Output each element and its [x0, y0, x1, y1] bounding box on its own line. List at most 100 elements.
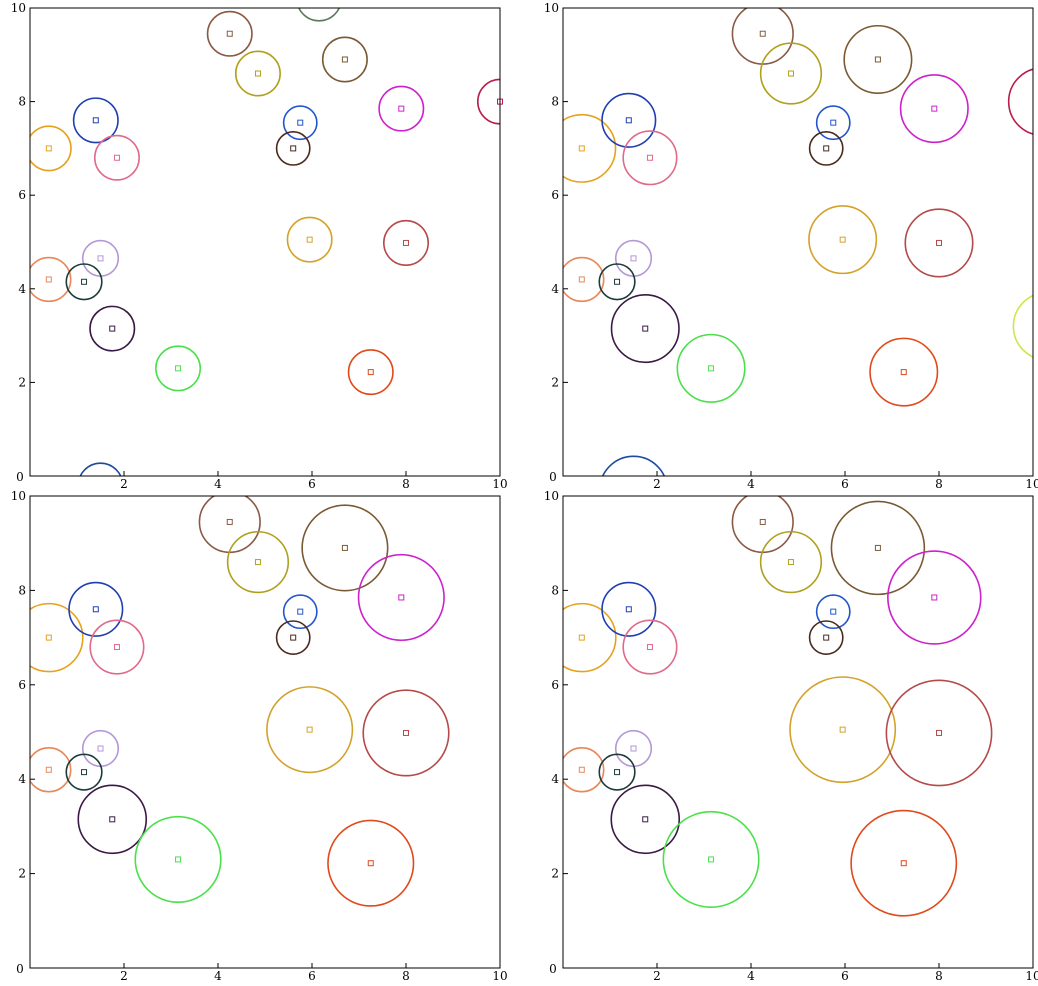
x-tick-label: 2 — [120, 477, 128, 491]
y-tick-label: 2 — [551, 375, 559, 389]
cell-boundary — [65, 263, 103, 301]
y-tick-label: 6 — [18, 188, 26, 202]
seed-point — [254, 70, 261, 77]
cell-boundary — [731, 496, 794, 554]
origin-label: 0 — [16, 470, 24, 484]
cell-boundary — [808, 620, 844, 656]
seed-point — [175, 365, 182, 372]
cell-boundary — [610, 294, 680, 364]
seed-point — [290, 634, 297, 641]
plot-frame — [29, 7, 501, 477]
seed-point — [297, 608, 304, 615]
panel-1: 2 4 6 8 10 2 4 6 8 10 0 — [11, 1, 508, 491]
seed-point — [81, 278, 88, 285]
seed-point — [839, 236, 846, 243]
seed-point — [175, 856, 182, 863]
cell-boundary — [614, 239, 653, 277]
cell-boundary — [93, 134, 140, 181]
cell-boundary — [815, 105, 851, 141]
seed-point — [625, 117, 632, 124]
x-tick-label: 4 — [747, 969, 755, 983]
cells — [30, 496, 450, 907]
panel-2: 2 4 6 8 10 2 4 6 8 10 0 — [544, 1, 1038, 491]
cell-boundary — [81, 729, 120, 768]
seed-point — [367, 369, 374, 376]
x-tick-label: 4 — [214, 969, 222, 983]
cell-boundary — [357, 553, 445, 642]
seed-point — [630, 745, 637, 752]
cell-boundary — [601, 455, 666, 476]
cell-boundary — [614, 729, 653, 768]
seed-point — [398, 594, 405, 601]
cell-boundary — [899, 74, 969, 144]
seed-point — [113, 644, 120, 651]
plot-frame — [562, 495, 1034, 969]
cells — [563, 496, 993, 917]
cell-boundary — [30, 256, 72, 303]
seed-point — [578, 634, 585, 641]
x-tick-label: 6 — [841, 477, 849, 491]
cell-boundary — [808, 130, 844, 166]
cell-boundary — [1012, 294, 1033, 358]
seed-point — [403, 729, 409, 736]
cell-boundary — [347, 349, 394, 396]
seed-point — [306, 726, 313, 733]
cell-boundary — [378, 85, 425, 132]
cell-boundary — [382, 219, 430, 266]
cell-boundary — [30, 125, 72, 172]
seed-point — [900, 860, 907, 867]
cell-boundary — [887, 550, 982, 645]
x-tick-label: 2 — [653, 477, 661, 491]
y-tick-label: 4 — [18, 772, 26, 786]
cell-boundary — [808, 205, 878, 275]
cell-boundary — [843, 24, 913, 95]
cell-boundary — [72, 97, 119, 144]
y-tick-label: 2 — [18, 867, 26, 881]
seed-point — [92, 606, 99, 613]
seed-point — [578, 276, 585, 283]
x-tick-label: 10 — [1025, 477, 1038, 491]
seed-point — [254, 559, 261, 566]
panel-4: 2 4 6 8 10 2 4 6 8 10 0 — [544, 489, 1038, 983]
cell-boundary — [89, 619, 145, 675]
seed-point — [646, 644, 653, 651]
seed-point — [900, 369, 907, 376]
x-tick-label: 10 — [492, 969, 507, 983]
seed-point — [874, 56, 881, 63]
seed-point — [297, 119, 304, 126]
seed-point — [614, 278, 621, 285]
y-tick-label: 6 — [551, 188, 559, 202]
y-tick-label: 10 — [11, 489, 26, 503]
cell-boundary — [286, 216, 333, 263]
seed-point — [823, 145, 830, 152]
seed-point — [97, 255, 104, 262]
seed-point — [290, 145, 297, 152]
seed-point — [614, 769, 621, 776]
cell-boundary — [815, 594, 851, 630]
x-tick-label: 8 — [402, 969, 410, 983]
cell-boundary — [830, 500, 926, 596]
cell-boundary — [869, 337, 939, 407]
origin-label: 0 — [549, 470, 557, 484]
cell-boundary — [850, 809, 958, 917]
x-tick-label: 2 — [653, 969, 661, 983]
cell-boundary — [676, 333, 746, 403]
seed-point — [226, 30, 233, 37]
cell-boundary — [77, 784, 148, 855]
cell-boundary — [275, 130, 311, 166]
x-tick-label: 4 — [214, 477, 222, 491]
x-tick-label: 8 — [402, 477, 410, 491]
seed-point — [578, 145, 585, 152]
seed-point — [341, 544, 348, 551]
cell-boundary — [30, 747, 72, 793]
cell-boundary — [266, 686, 354, 774]
seed-point — [931, 105, 938, 112]
cell-boundary — [68, 581, 124, 637]
x-tick-label: 6 — [308, 969, 316, 983]
cell-boundary — [79, 462, 122, 476]
y-tick-label: 2 — [551, 867, 559, 881]
y-tick-label: 10 — [544, 1, 559, 15]
seed-point — [839, 726, 846, 733]
cell-boundary — [610, 784, 681, 855]
